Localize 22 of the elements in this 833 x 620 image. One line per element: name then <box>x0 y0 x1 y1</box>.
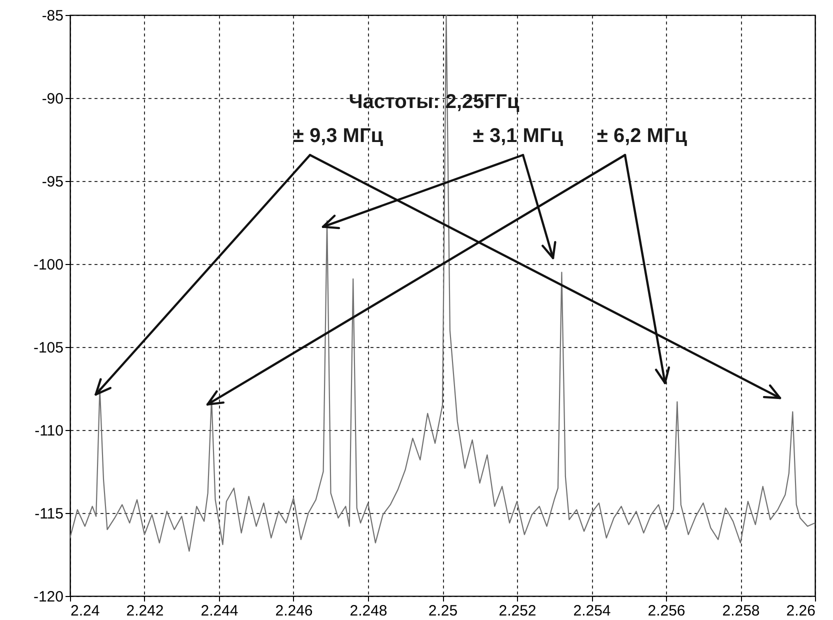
x-tick-label: 2.248 <box>350 602 388 620</box>
x-tick-label: 2.26 <box>786 602 816 620</box>
y-tick-label: -85 <box>42 8 64 24</box>
y-tick-label: -100 <box>33 256 64 274</box>
x-tick-label: 2.258 <box>722 602 760 620</box>
x-tick-label: 2.254 <box>573 602 611 620</box>
y-tick-label: -115 <box>34 506 64 522</box>
y-tick-label: -90 <box>42 90 64 108</box>
x-tick-label: 2.242 <box>126 602 164 620</box>
x-tick-label: 2.24 <box>70 602 100 620</box>
y-tick-label: -120 <box>33 588 64 606</box>
x-tick-label: 2.244 <box>200 602 238 620</box>
y-tick-label: -95 <box>42 174 64 190</box>
x-tick-label: 2.256 <box>648 602 686 620</box>
x-tick-label: 2.246 <box>275 602 313 620</box>
x-tick-label: 2.25 <box>428 602 458 620</box>
annotation: ± 3,1 МГц <box>472 125 564 147</box>
y-tick-label: -105 <box>33 340 64 356</box>
y-tick-label: -110 <box>34 422 64 440</box>
annotation: ± 6,2 МГц <box>596 125 688 147</box>
annotation: ± 9,3 МГц <box>292 125 384 147</box>
x-tick-label: 2.252 <box>498 602 536 620</box>
